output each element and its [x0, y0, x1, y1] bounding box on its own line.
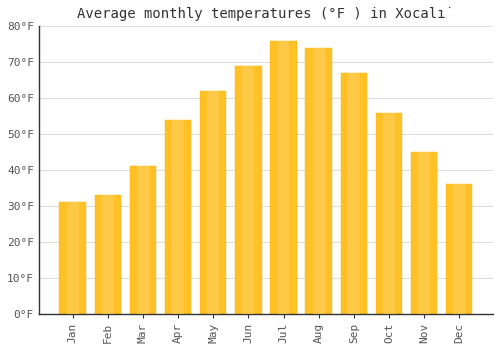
Bar — [242, 66, 254, 314]
Bar — [418, 152, 430, 314]
Bar — [348, 73, 360, 314]
Title: Average monthly temperatures (°F ) in Xocalı̇: Average monthly temperatures (°F ) in Xo… — [78, 7, 454, 21]
Bar — [137, 167, 149, 314]
Bar — [306, 48, 332, 314]
Bar — [411, 152, 438, 314]
Bar — [383, 113, 395, 314]
Bar — [60, 202, 86, 314]
Bar — [165, 120, 191, 314]
Bar — [278, 41, 289, 314]
Bar — [376, 113, 402, 314]
Bar — [94, 195, 121, 314]
Bar — [102, 195, 114, 314]
Bar — [130, 167, 156, 314]
Bar — [208, 91, 219, 314]
Bar — [312, 48, 324, 314]
Bar — [66, 202, 78, 314]
Bar — [446, 184, 472, 314]
Bar — [235, 66, 262, 314]
Bar — [454, 184, 465, 314]
Bar — [172, 120, 184, 314]
Bar — [200, 91, 226, 314]
Bar — [340, 73, 367, 314]
Bar — [270, 41, 296, 314]
